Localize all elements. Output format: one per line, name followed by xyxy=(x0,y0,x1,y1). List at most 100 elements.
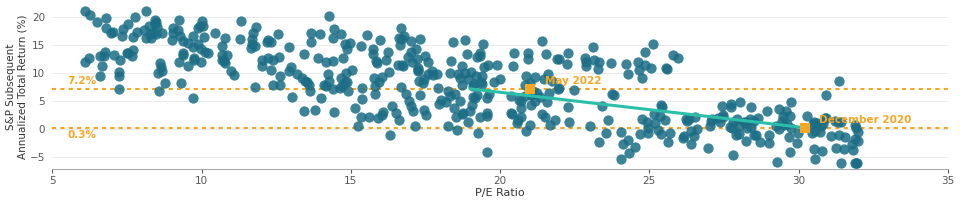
Point xyxy=(419,113,434,117)
Point xyxy=(374,75,390,79)
Point xyxy=(819,93,834,96)
Point xyxy=(736,120,752,123)
Point xyxy=(715,115,731,118)
Point xyxy=(744,125,759,129)
Point xyxy=(150,71,165,74)
Point xyxy=(145,31,160,34)
Point xyxy=(828,119,843,123)
Point xyxy=(443,71,458,74)
Point xyxy=(689,127,705,130)
Point xyxy=(479,111,494,114)
Point xyxy=(812,130,828,134)
Point xyxy=(121,23,136,26)
Point xyxy=(93,55,108,58)
Point xyxy=(375,110,391,113)
Point xyxy=(354,97,370,100)
Point xyxy=(712,120,728,124)
Point xyxy=(396,35,412,38)
Point xyxy=(527,76,542,79)
Point xyxy=(321,79,336,82)
Point xyxy=(454,112,469,116)
Point xyxy=(539,52,554,56)
Point xyxy=(591,141,607,144)
Point xyxy=(271,55,286,58)
Point xyxy=(150,26,165,29)
Point xyxy=(233,19,249,23)
Point xyxy=(143,32,158,35)
Point xyxy=(469,55,485,58)
Point xyxy=(366,77,381,80)
Point xyxy=(540,73,556,76)
Point xyxy=(805,122,821,126)
Point xyxy=(445,40,461,44)
Point xyxy=(586,45,601,49)
Point xyxy=(433,99,448,102)
Point xyxy=(647,121,662,125)
Point xyxy=(303,31,319,34)
Point xyxy=(321,14,336,17)
Point xyxy=(473,80,489,83)
Point xyxy=(532,96,547,99)
Point xyxy=(128,15,143,19)
Point xyxy=(338,43,353,46)
Point xyxy=(430,86,445,90)
Point xyxy=(513,115,528,118)
Point xyxy=(831,134,847,137)
Point xyxy=(814,149,829,152)
Point xyxy=(438,100,453,103)
Point xyxy=(790,131,805,134)
Point xyxy=(98,26,113,29)
Point xyxy=(662,131,678,135)
Text: 0.3%: 0.3% xyxy=(67,130,96,140)
Point xyxy=(187,56,203,60)
Point xyxy=(513,99,528,102)
Point xyxy=(851,139,866,142)
Point xyxy=(325,60,341,63)
Point xyxy=(312,32,327,36)
Point xyxy=(782,151,798,154)
Point xyxy=(197,51,212,54)
Point xyxy=(640,131,656,135)
Point xyxy=(191,42,206,46)
Point xyxy=(746,119,761,122)
Point xyxy=(779,109,794,112)
Point xyxy=(424,70,440,73)
Point xyxy=(472,54,488,57)
Point xyxy=(155,69,170,72)
Point xyxy=(830,121,846,124)
Point xyxy=(217,62,232,65)
Point xyxy=(851,130,866,133)
Point xyxy=(594,104,610,108)
Point xyxy=(98,50,113,53)
Point xyxy=(317,84,332,87)
Point xyxy=(457,39,472,42)
Point xyxy=(520,51,536,54)
Point xyxy=(368,84,383,88)
Point xyxy=(772,107,787,111)
Point xyxy=(138,10,154,13)
Point xyxy=(651,129,666,132)
Point xyxy=(468,96,483,100)
Point xyxy=(547,119,563,122)
Point xyxy=(743,106,758,109)
Point xyxy=(800,114,815,118)
Point xyxy=(582,124,597,128)
Point xyxy=(348,106,363,110)
Point xyxy=(578,65,593,68)
Point xyxy=(410,66,425,69)
Y-axis label: S&P Subsequent
Annualized Total Return (%): S&P Subsequent Annualized Total Return (… xyxy=(6,15,27,159)
Point xyxy=(723,102,738,105)
Point xyxy=(598,131,613,135)
Point xyxy=(98,17,113,20)
Point xyxy=(82,56,97,60)
Point xyxy=(761,134,777,137)
Point xyxy=(372,38,388,42)
Point xyxy=(254,59,270,62)
Point xyxy=(395,63,410,67)
Point xyxy=(551,57,566,60)
Point xyxy=(412,93,427,96)
Point xyxy=(746,133,761,136)
Point xyxy=(710,116,726,120)
Point xyxy=(332,86,348,90)
Point xyxy=(465,95,480,98)
